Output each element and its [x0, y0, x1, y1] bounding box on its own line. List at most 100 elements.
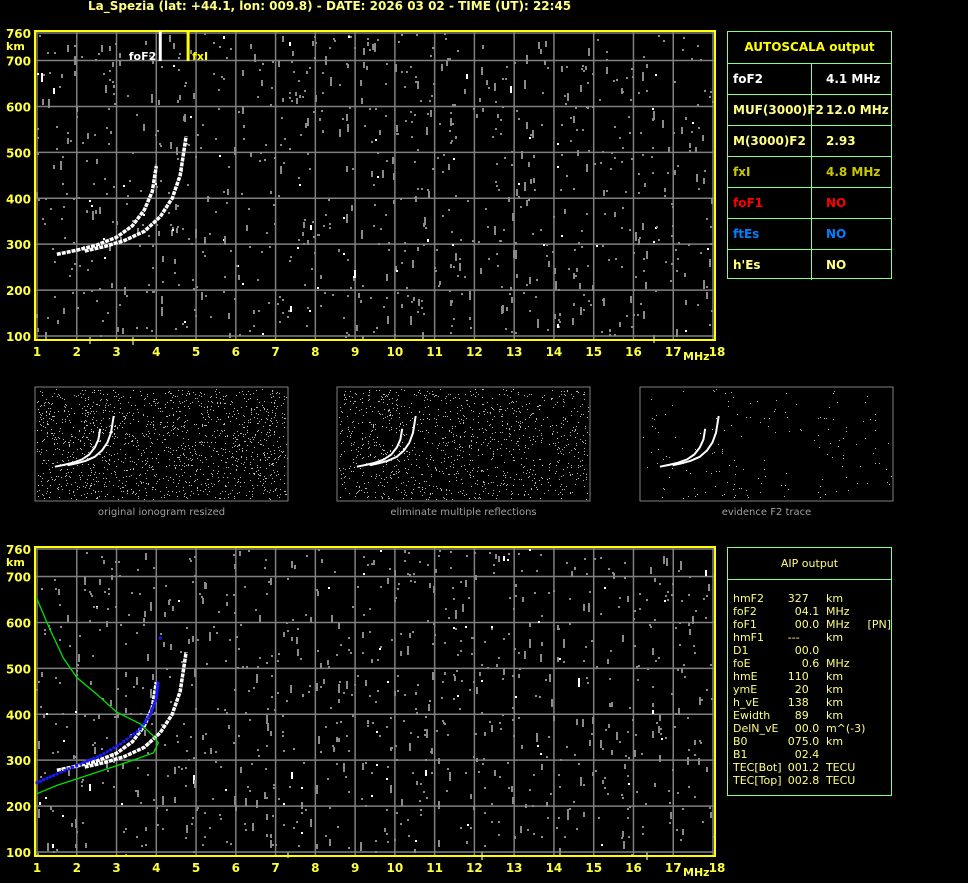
- aip-point: [156, 681, 160, 685]
- aip-point: [155, 693, 159, 697]
- aip-unit: km: [825, 592, 844, 605]
- aip-unit: MHz: [825, 618, 850, 631]
- x-axis-label: MHz: [683, 866, 710, 879]
- aip-value: 110: [787, 670, 809, 683]
- aip-point: [138, 727, 142, 731]
- aip-row: hmE 110 km: [733, 670, 891, 683]
- x-tick-label: 2: [73, 861, 81, 875]
- marker-label: fxI: [192, 50, 208, 63]
- x-tick-label: 12: [466, 861, 483, 875]
- aip-point: [145, 717, 149, 721]
- aip-point: [38, 779, 42, 783]
- aip-row: foF1 00.0 MHz [PN]: [733, 618, 891, 631]
- o-trace: [56, 165, 159, 257]
- autoscala-row-fof2: foF2 4.1 MHz: [728, 64, 891, 95]
- aip-row: ymE 20 km: [733, 683, 891, 696]
- aip-key: TEC[Top]: [733, 774, 782, 787]
- x-tick-label: 4: [152, 861, 160, 875]
- x-tick-label: 12: [466, 345, 483, 359]
- y-tick-label: 600: [6, 100, 31, 114]
- aip-row: B1 02.4: [733, 748, 891, 761]
- thumbnail-3: [640, 387, 893, 501]
- aip-point: [59, 770, 63, 774]
- x-tick-label: 8: [311, 345, 319, 359]
- aip-value: 327: [787, 592, 809, 605]
- aip-point: [105, 750, 109, 754]
- aip-point: [155, 687, 159, 691]
- y-tick-label: 200: [6, 284, 31, 298]
- aip-point: [143, 720, 147, 724]
- x-tick-label: 15: [585, 345, 602, 359]
- y-tick-label: 500: [6, 146, 31, 160]
- aip-unit: km: [825, 670, 844, 683]
- aip-unit: [826, 748, 868, 761]
- aip-point: [154, 696, 158, 700]
- aip-point: [150, 707, 154, 711]
- x-tick-label: 7: [271, 345, 279, 359]
- aip-row: DelN_vE 00.0 m^(-3): [733, 722, 891, 735]
- x-tick-label: 4: [152, 345, 160, 359]
- aip-point: [45, 776, 49, 780]
- x-tick-label: 13: [506, 345, 523, 359]
- aip-key: foF2: [733, 605, 757, 618]
- x-tick-label: 18: [709, 345, 726, 359]
- autoscala-row-fxi: fxI 4.8 MHz: [728, 157, 891, 188]
- x-tick-label: 11: [426, 345, 443, 359]
- aip-point: [147, 715, 151, 719]
- aip-point: [158, 636, 162, 640]
- aip-point: [140, 725, 144, 729]
- aip-extra: [868, 683, 891, 696]
- aip-row: Ewidth 89 km: [733, 709, 891, 722]
- x-tick-label: 16: [625, 861, 642, 875]
- x-tick-label: 10: [387, 861, 404, 875]
- aip-extra: [868, 670, 891, 683]
- aip-key: B0: [733, 735, 748, 748]
- aip-point: [135, 729, 139, 733]
- aip-extra: [868, 735, 891, 748]
- aip-key: Ewidth: [733, 709, 771, 722]
- aip-unit: TECU: [825, 761, 856, 774]
- noise-speckles: [36, 33, 716, 345]
- thumbnail-frame: [336, 386, 591, 502]
- x-tick-label: 16: [625, 345, 642, 359]
- aip-value: 002.8: [787, 774, 820, 787]
- aip-point: [153, 699, 157, 702]
- y-tick-label: 600: [6, 616, 31, 630]
- y-tick-label: 300: [6, 238, 31, 252]
- autoscala-value: NO: [826, 258, 847, 272]
- x-tick-label: 2: [73, 345, 81, 359]
- caption-eliminate-multiple: eliminate multiple reflections: [390, 507, 537, 518]
- x-tick-label: 11: [426, 861, 443, 875]
- aip-point: [95, 755, 99, 759]
- autoscala-row-fof1: foF1 NO: [728, 188, 891, 219]
- aip-unit: [826, 644, 868, 657]
- x-tick-label: 5: [192, 861, 200, 875]
- y-tick-label: 100: [6, 330, 31, 344]
- aip-row: TEC[Bot] 001.2 TECU: [733, 761, 891, 774]
- aip-point: [151, 704, 155, 708]
- aip-point: [109, 748, 113, 752]
- aip-row: hmF1 --- km: [733, 631, 891, 644]
- thumbnail-2: [337, 387, 590, 501]
- aip-extra: [868, 631, 891, 644]
- thumbnail-trace: [356, 428, 404, 468]
- plot-frame: [34, 30, 716, 341]
- autoscala-value: NO: [826, 227, 847, 241]
- noise-speckles: [36, 549, 716, 860]
- aip-value: 02.4: [787, 748, 820, 761]
- aip-output-table: AIP output hmF2 327 km foF2 04.1 MHz foF1 00.…: [727, 547, 892, 796]
- aip-unit: MHz: [825, 657, 850, 670]
- aip-point: [63, 769, 67, 773]
- aip-point: [132, 732, 136, 736]
- aip-key: hmE: [733, 670, 758, 683]
- thumbnail-trace: [67, 415, 115, 467]
- y-tick-label: 400: [6, 192, 31, 206]
- autoscala-row-m3000f2: M(3000)F2 2.93: [728, 126, 891, 157]
- autoscala-value: 2.93: [826, 134, 856, 148]
- y-axis-label: km: [6, 40, 25, 53]
- autoscala-key: foF1: [728, 188, 812, 218]
- aip-point: [112, 746, 116, 750]
- x-tick-label: 8: [311, 861, 319, 875]
- aip-unit: km: [825, 696, 844, 709]
- autoscala-value: 12.0 MHz: [826, 103, 889, 117]
